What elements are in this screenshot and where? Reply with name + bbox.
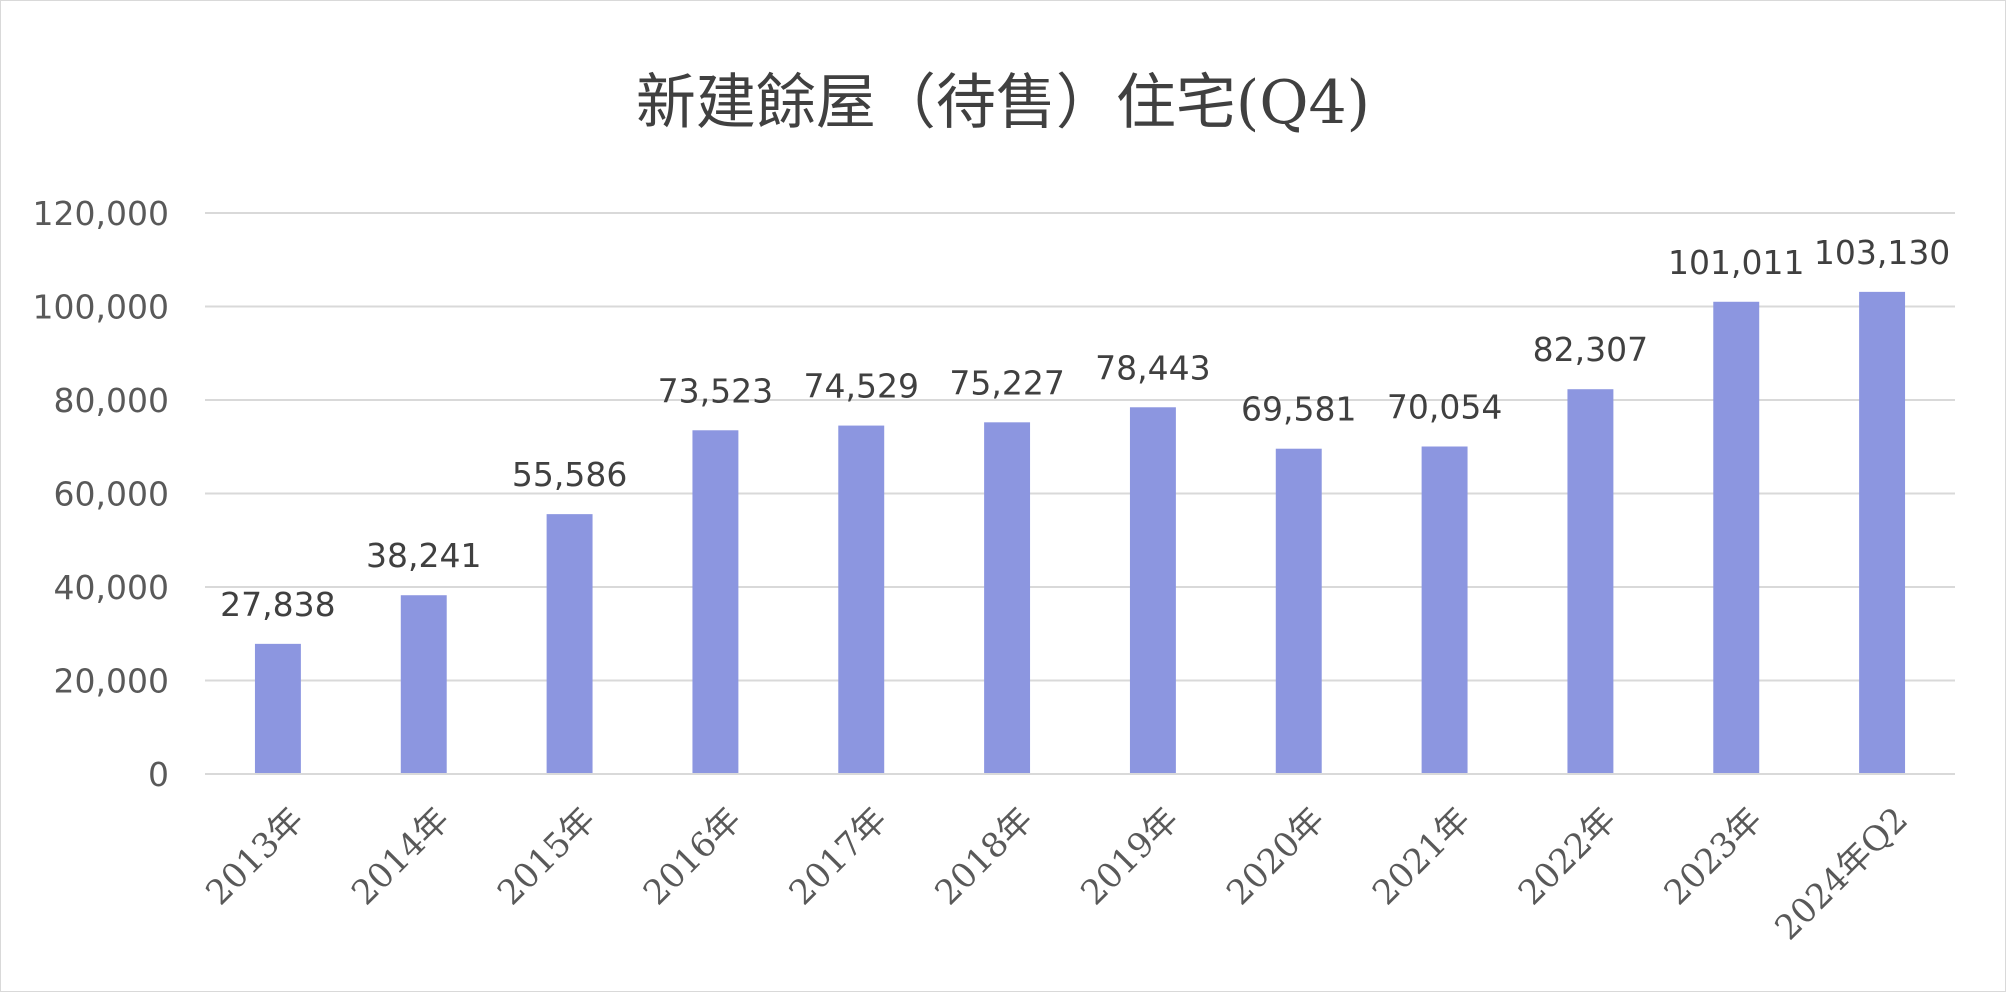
y-tick-label: 0 xyxy=(148,755,169,794)
bar xyxy=(546,514,593,774)
x-tick-label: 2017年 xyxy=(782,800,896,914)
bar xyxy=(400,595,447,774)
x-tick-label: 2019年 xyxy=(1073,800,1187,914)
x-tick-label: 2016年 xyxy=(636,800,750,914)
x-tick-label: 2020年 xyxy=(1219,800,1333,914)
data-label: 69,581 xyxy=(1241,390,1356,429)
data-labels: 27,838 38,241 55,586 73,523 74,529 75,227 78,4… xyxy=(220,233,1950,624)
data-label: 74,529 xyxy=(804,367,919,406)
y-tick-label: 80,000 xyxy=(54,381,169,420)
x-tick-label: 2015年 xyxy=(490,800,604,914)
bar xyxy=(984,422,1031,774)
y-tick-label: 120,000 xyxy=(33,194,169,233)
bars xyxy=(254,291,1906,774)
bar xyxy=(1713,301,1760,774)
bar xyxy=(692,430,739,774)
x-tick-label: 2018年 xyxy=(927,800,1041,914)
data-label: 78,443 xyxy=(1095,348,1210,387)
data-label: 73,523 xyxy=(658,371,773,410)
y-axis-ticks: 0 20,000 40,000 60,000 80,000 100,000 120,000 xyxy=(33,194,169,794)
data-label: 75,227 xyxy=(949,363,1064,402)
bar xyxy=(1129,407,1176,774)
gridlines xyxy=(205,212,1955,682)
bar xyxy=(1421,446,1468,774)
y-tick-label: 40,000 xyxy=(54,568,169,607)
x-tick-label: 2024年Q2 xyxy=(1767,800,1916,949)
bar xyxy=(254,643,301,774)
data-label: 55,586 xyxy=(512,455,627,494)
bar xyxy=(838,425,885,774)
data-label: 70,054 xyxy=(1387,387,1502,426)
bar xyxy=(1275,448,1322,774)
y-tick-label: 100,000 xyxy=(33,288,169,327)
data-label: 103,130 xyxy=(1814,233,1950,272)
y-tick-label: 60,000 xyxy=(54,475,169,514)
x-tick-label: 2023年 xyxy=(1657,800,1771,914)
data-label: 82,307 xyxy=(1533,330,1648,369)
x-tick-label: 2013年 xyxy=(198,800,312,914)
y-tick-label: 20,000 xyxy=(54,662,169,701)
data-label: 38,241 xyxy=(366,536,481,575)
bar xyxy=(1567,389,1614,774)
bar xyxy=(1859,291,1906,774)
x-axis-ticks: 2013年 2014年 2015年 2016年 2017年 2018年 2019年 2020年… xyxy=(198,800,1916,949)
chart-title: 新建餘屋（待售）住宅(Q4) xyxy=(636,68,1370,138)
data-label: 27,838 xyxy=(220,585,335,624)
x-tick-label: 2014年 xyxy=(344,800,458,914)
data-label: 101,011 xyxy=(1668,243,1804,282)
x-tick-label: 2021年 xyxy=(1365,800,1479,914)
x-tick-label: 2022年 xyxy=(1511,800,1625,914)
